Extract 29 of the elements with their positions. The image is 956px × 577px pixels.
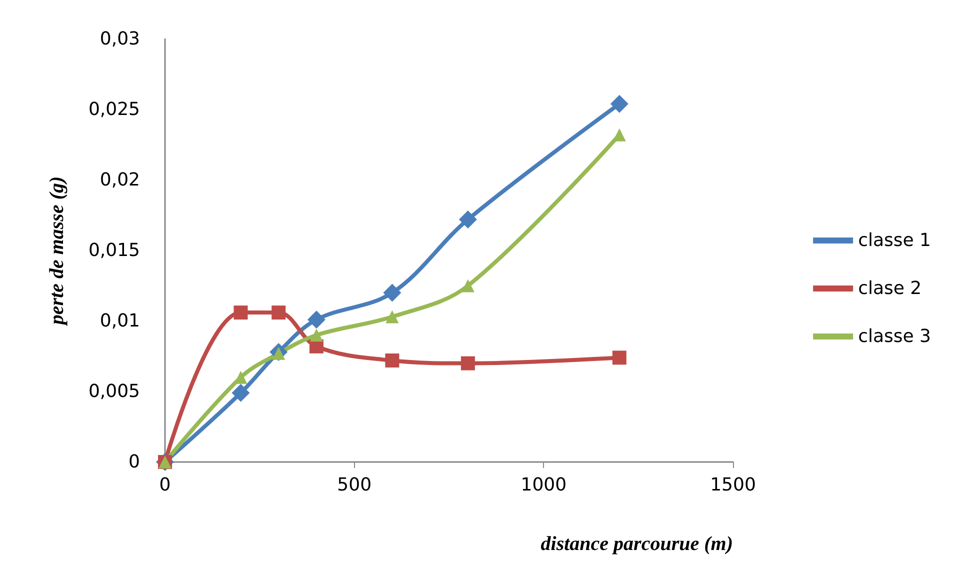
point: [307, 310, 326, 329]
y-tick-label: 0,025: [88, 99, 140, 120]
point: [386, 310, 399, 324]
y-tick-label: 0,03: [100, 28, 140, 50]
point: [232, 384, 250, 402]
y-tick-label: 0,01: [100, 310, 140, 332]
point: [612, 350, 626, 365]
point: [234, 306, 248, 320]
point: [461, 279, 474, 292]
legend-label: clase 2: [858, 278, 922, 299]
point: [458, 210, 477, 228]
y-tick-label: 0,02: [100, 170, 140, 190]
point: [310, 328, 323, 342]
x-axis-title: distance parcourue (m): [540, 533, 733, 555]
y-axis-title: perte de masse (g): [46, 176, 68, 327]
point: [272, 306, 286, 320]
point: [460, 356, 475, 370]
legend-label: classe 1: [858, 230, 932, 251]
y-tick-label: 0,015: [88, 240, 140, 261]
point: [610, 94, 628, 113]
x-tick-label: 1000: [520, 474, 567, 496]
legend-label: classe 3: [858, 326, 932, 347]
point: [383, 284, 402, 302]
y-tick-label: 0,005: [88, 381, 140, 402]
point: [385, 353, 400, 368]
x-tick-label: 1500: [710, 474, 756, 496]
y-tick-label: 0: [128, 452, 140, 472]
x-tick-label: 500: [337, 474, 372, 496]
x-tick-label: 0: [159, 474, 171, 496]
